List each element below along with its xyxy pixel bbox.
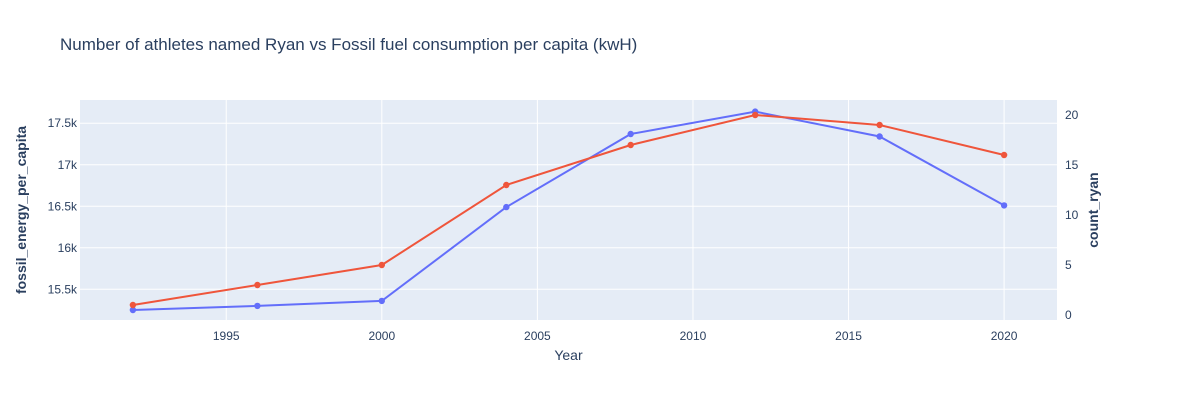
series-1-point[interactable]: [254, 302, 261, 310]
series-1-point[interactable]: [1000, 202, 1008, 209]
y2-tick-labels: 0 5 10 15 20: [1065, 108, 1079, 322]
chart-title: Number of athletes named Ryan vs Fossil …: [60, 35, 637, 54]
x-tick-label: 1995: [213, 329, 240, 343]
series-2-point[interactable]: [129, 301, 137, 309]
y2-tick-label: 10: [1065, 208, 1079, 222]
series-2-point[interactable]: [627, 141, 634, 149]
series-2-point[interactable]: [254, 281, 261, 289]
x-axis-title: Year: [554, 347, 583, 363]
x-tick-label: 2005: [524, 329, 551, 343]
series-1-point[interactable]: [627, 130, 634, 138]
series-2-point[interactable]: [752, 111, 759, 119]
y-tick-label: 17k: [58, 158, 78, 172]
x-tick-labels: 1995 2000 2005 2010 2015 2020: [213, 329, 1018, 343]
y2-tick-label: 0: [1065, 308, 1072, 322]
series-2-line: [132, 113, 1005, 306]
series-1-point[interactable]: [378, 297, 385, 305]
x-tick-label: 2010: [680, 329, 707, 343]
x-grid: [225, 100, 1005, 320]
series-2-point[interactable]: [876, 121, 883, 129]
y-tick-label: 15.5k: [48, 282, 78, 296]
y-tick-label: 16k: [58, 241, 78, 255]
plot-area: [80, 100, 1057, 320]
series-2-point[interactable]: [378, 261, 385, 269]
y-tick-label: 16.5k: [48, 199, 78, 213]
y-axis-title: fossil_energy_per_capita: [13, 126, 29, 294]
y-tick-label: 17.5k: [48, 116, 78, 130]
y2-tick-label: 20: [1065, 108, 1079, 122]
y-tick-labels: 15.5k 16k 16.5k 17k 17.5k: [48, 116, 78, 296]
series-layer: [129, 108, 1008, 314]
series-1-point[interactable]: [129, 306, 137, 314]
x-tick-label: 2020: [991, 329, 1018, 343]
y2-tick-label: 15: [1065, 158, 1079, 172]
x-tick-label: 2000: [368, 329, 395, 343]
y2-tick-label: 5: [1065, 258, 1072, 272]
series-2-point[interactable]: [503, 181, 510, 189]
series-1-point[interactable]: [503, 203, 510, 211]
x-tick-label: 2015: [835, 329, 862, 343]
y2-axis-title: count_ryan: [1085, 172, 1101, 247]
series-1-line: [132, 110, 1005, 311]
series-1-point[interactable]: [876, 133, 883, 140]
series-2-point[interactable]: [1000, 151, 1008, 159]
